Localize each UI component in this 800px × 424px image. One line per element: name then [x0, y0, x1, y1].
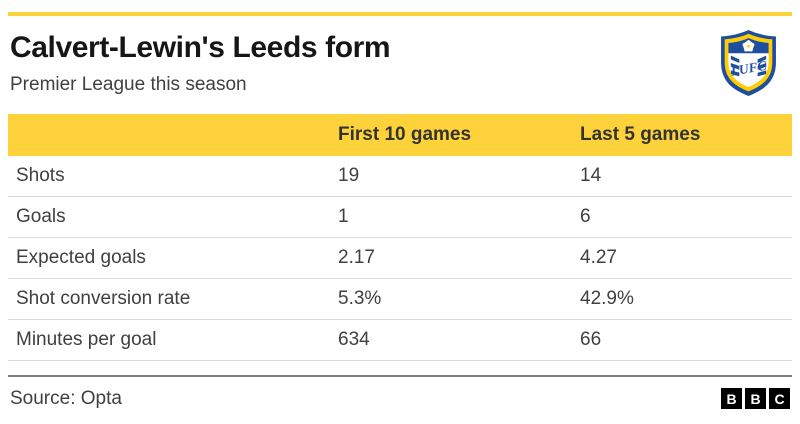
row-label: Goals — [16, 206, 66, 227]
table-row-expected-goals: Expected goals 2.17 4.27 — [8, 238, 792, 279]
leeds-united-crest-icon: LUFC — [721, 30, 776, 96]
stat-value-last5: 6 — [580, 206, 591, 227]
crest-lufc-text: LUFC — [729, 58, 769, 79]
stat-value-first10: 5.3% — [338, 288, 382, 309]
row-label: Shots — [16, 165, 65, 186]
page-subtitle: Premier League this season — [10, 74, 247, 95]
column-header-first-10-games: First 10 games — [338, 124, 472, 145]
stat-value-first10: 19 — [338, 165, 360, 186]
crest-feathers — [730, 55, 767, 77]
bbc-logo: B B C — [721, 388, 790, 409]
stat-value-last5: 4.27 — [580, 247, 617, 268]
stat-value-last5: 42.9% — [580, 288, 634, 309]
stat-value-first10: 2.17 — [338, 247, 375, 268]
table-row-shot-conversion-rate: Shot conversion rate 5.3% 42.9% — [8, 279, 792, 320]
column-header-last-5-games: Last 5 games — [580, 124, 701, 145]
footer-divider — [8, 375, 792, 377]
page-title: Calvert-Lewin's Leeds form — [10, 31, 391, 64]
table-row-shots: Shots 19 14 — [8, 156, 792, 197]
white-rose-icon — [742, 40, 755, 52]
table-row-minutes-per-goal: Minutes per goal 634 66 — [8, 320, 792, 361]
accent-bar — [8, 12, 792, 16]
table-row-goals: Goals 1 6 — [8, 197, 792, 238]
row-label: Shot conversion rate — [16, 288, 191, 309]
stat-value-last5: 66 — [580, 329, 602, 350]
stat-value-first10: 1 — [338, 206, 349, 227]
stat-value-first10: 634 — [338, 329, 370, 350]
table-header-row: First 10 games Last 5 games — [8, 114, 792, 156]
row-label: Minutes per goal — [16, 329, 157, 350]
row-label: Expected goals — [16, 247, 146, 268]
bbc-logo-block: C — [769, 388, 790, 409]
bbc-logo-block: B — [721, 388, 742, 409]
source-text: Source: Opta — [10, 388, 122, 409]
stats-table: First 10 games Last 5 games Shots 19 14 … — [8, 114, 792, 361]
stat-value-last5: 14 — [580, 165, 602, 186]
bbc-logo-block: B — [745, 388, 766, 409]
